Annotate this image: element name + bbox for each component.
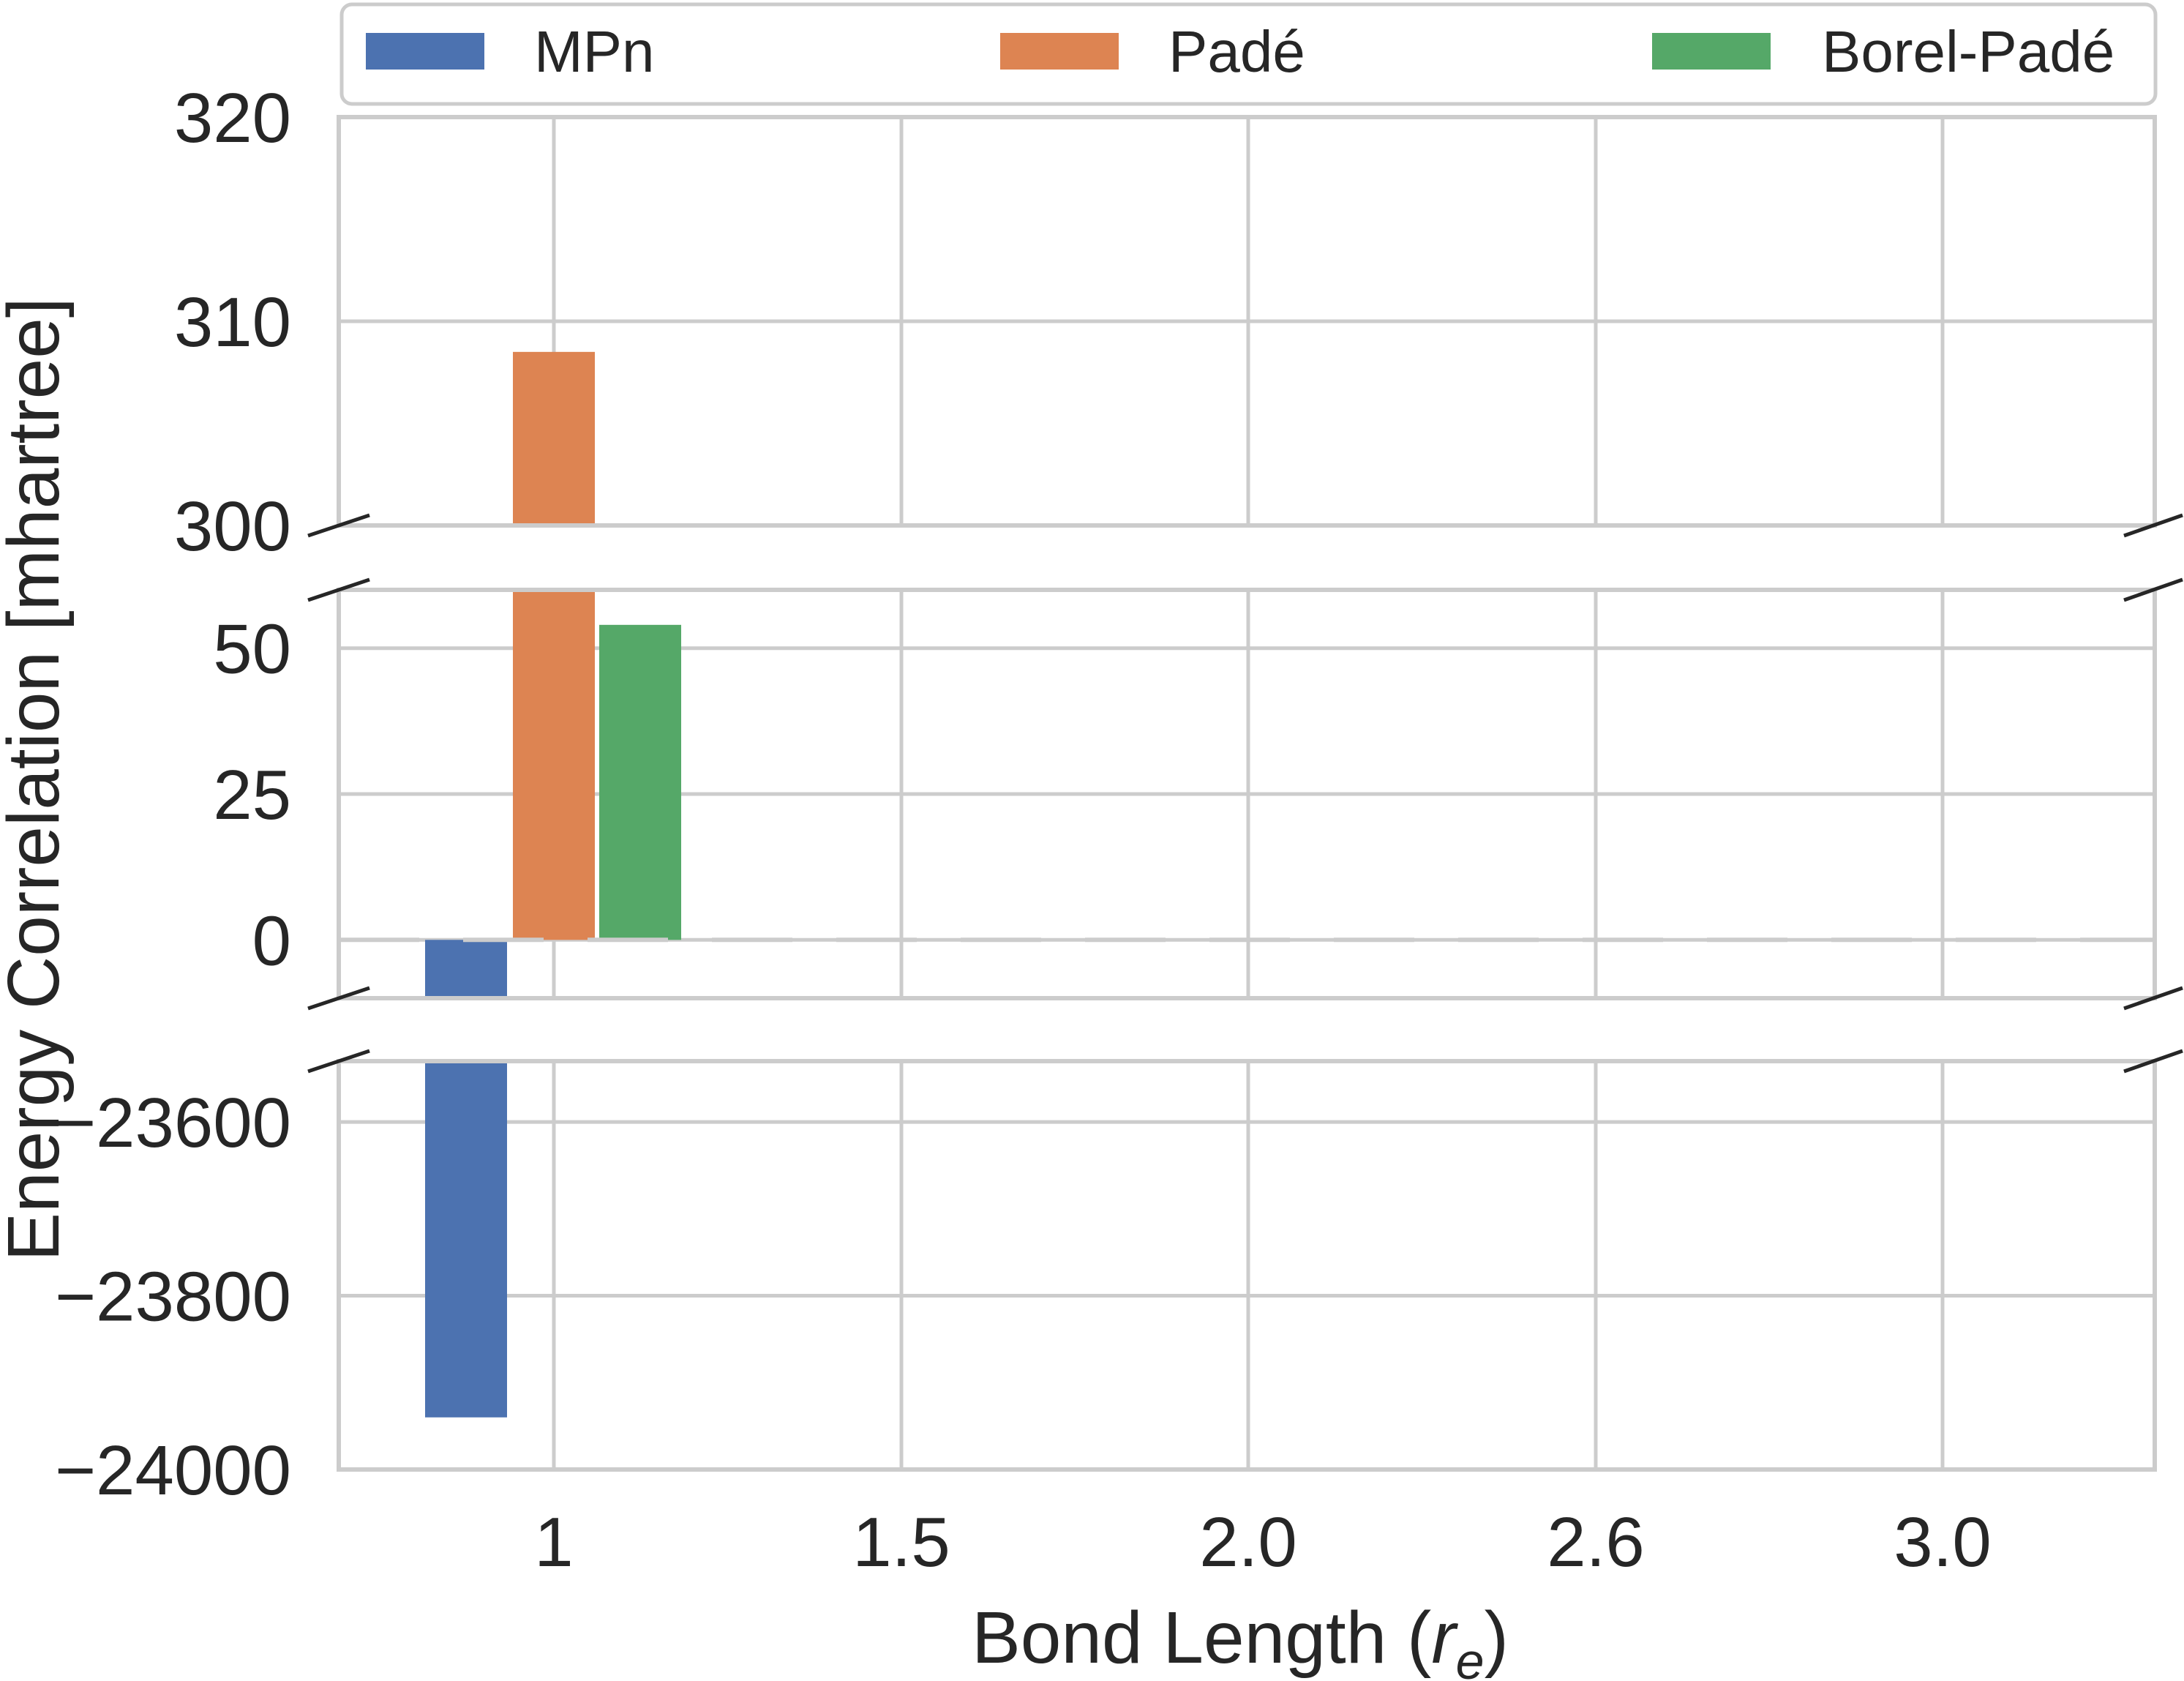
y-tick-label-top: 300 — [174, 487, 291, 566]
break-mark-right — [2123, 986, 2183, 1011]
bar-mpn-1-bottom — [425, 1061, 507, 1418]
x-axis-label-symbol: r — [1431, 1597, 1458, 1679]
bars-layer — [425, 351, 681, 1418]
y-tick-label-top: 310 — [174, 283, 291, 362]
y-tick-label-bottom: −23800 — [55, 1258, 291, 1336]
break-mark-right — [2123, 577, 2183, 602]
axis-break-marks — [307, 513, 2183, 1074]
x-axis-label-text: Bond Length ( — [972, 1597, 1431, 1679]
legend-frame — [339, 2, 2158, 106]
break-mark-left — [307, 513, 370, 538]
legend-swatch-mpn — [366, 33, 484, 70]
break-mark-left — [307, 577, 370, 602]
legend-swatch-borel-pade — [1652, 33, 1771, 70]
break-mark-right — [2123, 513, 2183, 538]
x-axis-label-close: ) — [1485, 1597, 1509, 1679]
x-tick-labels: 1 1.5 2.0 2.6 3.0 — [534, 1503, 1991, 1581]
bar-pad--1-top — [513, 351, 595, 525]
x-axis-label: Bond Length (re) — [972, 1597, 1509, 1681]
x-tick-label: 1.5 — [852, 1503, 950, 1581]
y-tick-label-middle: 50 — [213, 610, 291, 689]
y-tick-label-middle: 0 — [252, 902, 291, 980]
bar-borel-pad--1-middle — [599, 624, 681, 940]
legend-label-borel-pade: Borel-Padé — [1822, 19, 2114, 84]
bar-pad--1-middle — [513, 590, 595, 940]
break-mark-left — [307, 1049, 370, 1074]
y-tick-labels: 300 310 320 0 25 50 −24000 −23800 −23600 — [55, 79, 291, 1510]
axes-frame-bottom — [337, 1059, 2157, 1472]
bar-mpn-1-middle — [425, 940, 507, 998]
y-tick-label-top: 320 — [174, 79, 291, 157]
y-tick-label-bottom: −24000 — [55, 1431, 291, 1510]
legend: MPn Padé Borel-Padé — [339, 2, 2158, 106]
x-tick-label: 2.6 — [1547, 1503, 1644, 1581]
break-mark-left — [307, 986, 370, 1011]
x-axis-label-subscript: e — [1456, 1633, 1485, 1681]
x-tick-label: 2.0 — [1199, 1503, 1296, 1581]
axes-frame-top — [337, 115, 2157, 528]
axes-frame-middle — [337, 588, 2157, 1000]
y-tick-label-bottom: −23600 — [55, 1084, 291, 1162]
legend-label-mpn: MPn — [534, 19, 655, 84]
x-tick-label: 3.0 — [1894, 1503, 1991, 1581]
x-tick-label: 1 — [534, 1503, 573, 1581]
y-tick-label-middle: 25 — [213, 756, 291, 834]
legend-label-pade: Padé — [1168, 19, 1305, 84]
break-mark-right — [2123, 1049, 2183, 1074]
y-axis-label: Energy Correlation [mhartree] — [0, 297, 75, 1261]
legend-swatch-pade — [1000, 33, 1119, 70]
axes-frame — [337, 115, 2157, 1472]
